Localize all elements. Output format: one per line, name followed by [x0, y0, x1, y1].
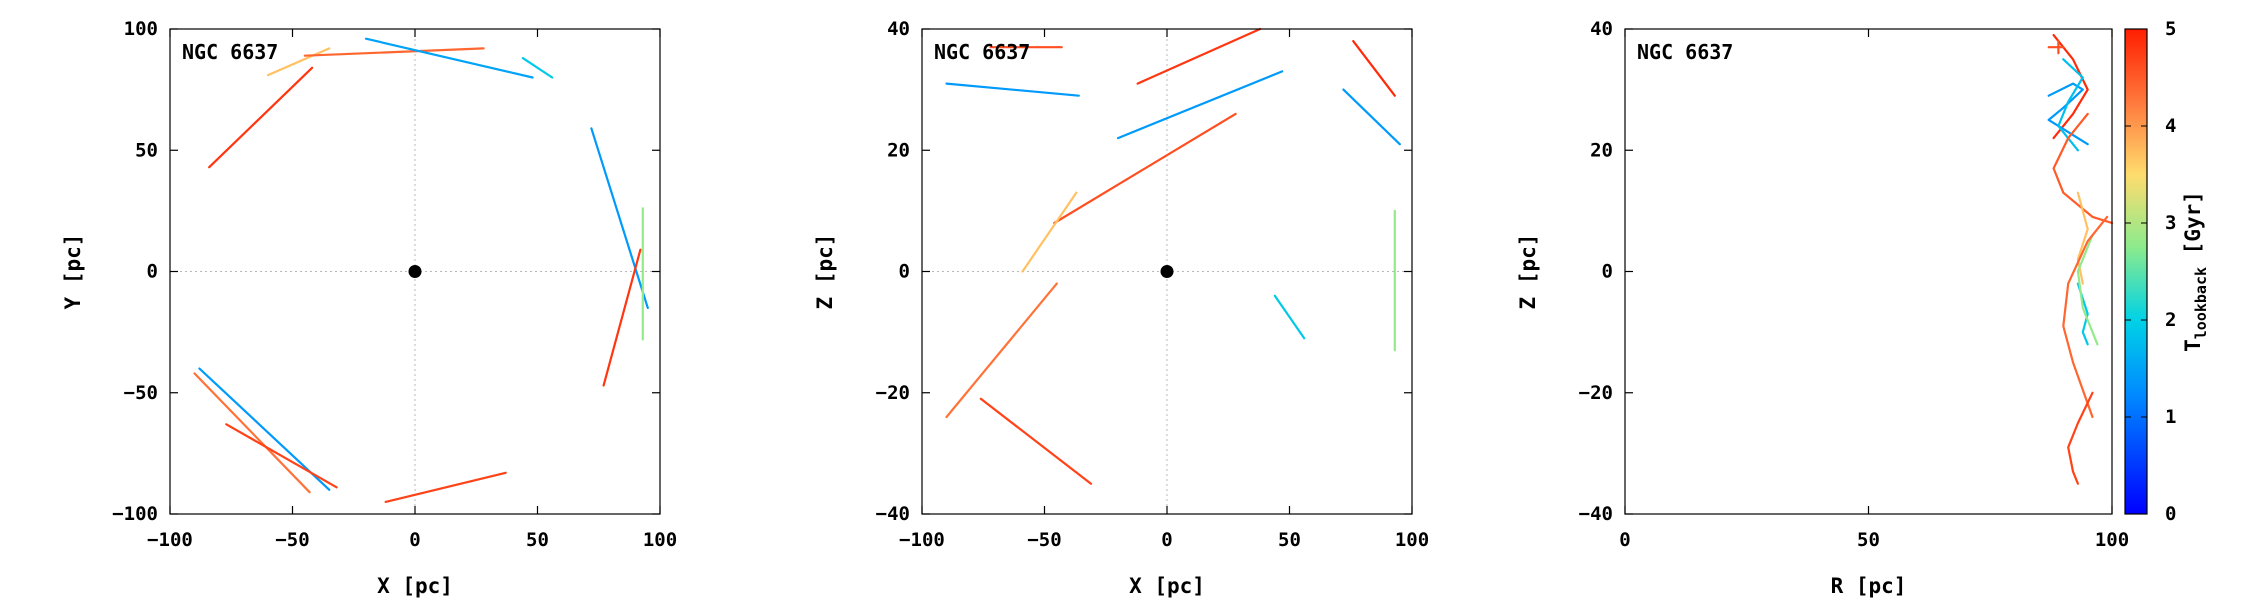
x-tick-label: 50	[1857, 529, 1880, 551]
orbit-segment	[2076, 282, 2089, 346]
orbit-segment	[2057, 58, 2084, 152]
y-tick-label: −100	[112, 503, 158, 525]
orbit-segment	[979, 397, 1093, 485]
orbit-segment	[384, 471, 507, 503]
orbit-segment	[945, 82, 1080, 97]
y-tick-label: 40	[887, 18, 910, 40]
panel-title: NGC 6637	[182, 40, 278, 64]
y-tick-label: −40	[876, 503, 910, 525]
x-tick-label: 0	[409, 529, 420, 551]
x-axis-label: X [pc]	[377, 574, 453, 598]
colorbar-tick-label: 0	[2165, 503, 2176, 525]
x-axis-label: R [pc]	[1831, 574, 1907, 598]
orbit-segment	[602, 248, 642, 387]
orbit-segment	[2047, 82, 2089, 146]
orbit-segment	[2076, 191, 2089, 285]
y-tick-label: 0	[147, 261, 158, 283]
cluster-center-marker	[408, 265, 422, 278]
x-axis-label: X [pc]	[1129, 574, 1205, 598]
orbit-segment	[266, 47, 331, 77]
y-tick-label: −20	[876, 382, 910, 404]
x-tick-label: 100	[1395, 529, 1429, 551]
y-tick-label: 0	[1602, 261, 1613, 283]
orbit-segment	[2062, 215, 2109, 419]
y-tick-label: −50	[124, 382, 158, 404]
x-tick-label: 0	[1619, 529, 1630, 551]
y-tick-label: 20	[1590, 139, 1613, 161]
orbit-segment	[225, 423, 338, 489]
colorbar: 0 1 2 3 4 5 Tlookback [Gyr]	[2124, 18, 2210, 525]
plot-frame	[1624, 28, 2113, 515]
orbit-segment	[1053, 112, 1237, 225]
y-tick-label: 100	[124, 18, 158, 40]
x-tick-label: −50	[275, 529, 309, 551]
x-tick-label: −50	[1027, 529, 1061, 551]
orbit-segment	[1021, 191, 1078, 273]
orbit-segment	[1342, 88, 1401, 146]
x-tick-label: −100	[147, 529, 193, 551]
orbit-segment	[2052, 112, 2114, 225]
x-tick-label: −100	[899, 529, 945, 551]
y-axis-label: Z [pc]	[1516, 234, 1540, 310]
y-tick-label: −20	[1579, 382, 1613, 404]
x-tick-label: 50	[1278, 529, 1301, 551]
x-tick-label: 0	[1161, 529, 1172, 551]
x-tick-label: 50	[526, 529, 549, 551]
colorbar-tick-label: 2	[2165, 309, 2176, 331]
orbit-segment	[590, 127, 649, 309]
colorbar-tick-label: 4	[2165, 115, 2176, 137]
orbit-segment	[1116, 70, 1284, 140]
orbit-segment	[1273, 294, 1306, 340]
orbit-segment	[945, 282, 1058, 419]
x-tick-label: 100	[643, 529, 677, 551]
y-axis-label: Y [pc]	[61, 234, 85, 310]
orbit-segment	[193, 372, 311, 494]
panel-xy: −100 −50 0 50 100 −100 −50 0 50 100 X [pc] Y [pc] NG…	[61, 18, 677, 598]
y-axis-label: Z [pc]	[813, 234, 837, 310]
y-tick-label: −40	[1579, 503, 1613, 525]
y-tick-label: 20	[887, 139, 910, 161]
panel-rz: 0 50 100 −40 −20 0 20 40 R [pc] Z [pc] NGC 6637	[1516, 18, 2129, 598]
x-tick-label: 100	[2095, 529, 2129, 551]
orbit-segment	[521, 56, 554, 79]
colorbar-tick-label: 5	[2165, 18, 2176, 40]
orbit-segment	[2067, 391, 2094, 485]
panel-xz: −100 −50 0 50 100 −40 −20 0 20 40 X [pc] Z [pc] NGC …	[813, 18, 1429, 598]
orbit-segment	[1136, 27, 1262, 85]
orbit-segment	[2052, 33, 2089, 140]
colorbar-tick-label: 3	[2165, 212, 2176, 234]
colorbar-gradient	[2124, 28, 2148, 515]
colorbar-label: Tlookback [Gyr]	[2181, 191, 2210, 352]
y-tick-label: 40	[1590, 18, 1613, 40]
colorbar-tick-label: 1	[2165, 406, 2176, 428]
orbit-segment	[1352, 39, 1396, 97]
panel-title: NGC 6637	[934, 40, 1030, 64]
y-tick-label: 50	[135, 139, 158, 161]
panel-title: NGC 6637	[1637, 40, 1733, 64]
orbit-segment	[364, 37, 534, 79]
cluster-center-marker	[1160, 265, 1174, 278]
orbit-segment	[2076, 234, 2099, 346]
orbit-segment	[208, 66, 314, 169]
y-tick-label: 0	[899, 261, 910, 283]
orbit-segment	[303, 47, 485, 57]
